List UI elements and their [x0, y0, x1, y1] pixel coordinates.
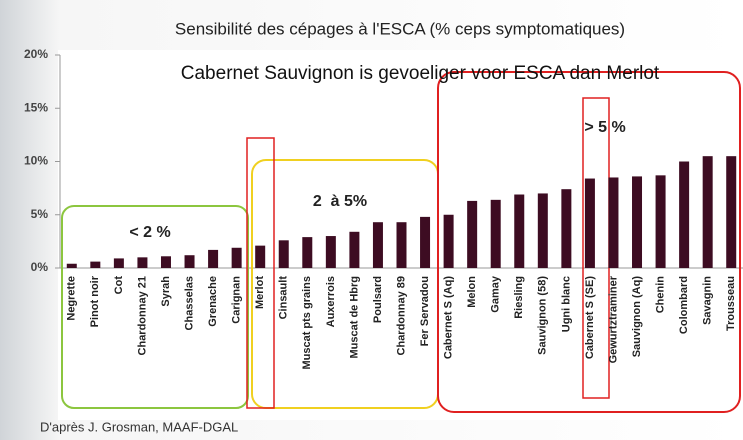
bar	[90, 261, 101, 268]
x-tick-label: Chenin	[654, 276, 666, 314]
bar	[208, 249, 219, 268]
highlight-merlot	[246, 137, 275, 409]
annotation: > 5 %	[584, 119, 625, 136]
x-tick-label: Gamay	[490, 275, 502, 313]
x-tick-label: Gewurtztraminer	[607, 275, 619, 363]
x-tick-label: Merlot	[254, 276, 266, 309]
bar	[726, 156, 737, 268]
headline: Cabernet Sauvignon is gevoeliger voor ES…	[181, 63, 660, 84]
y-tick-label: 20%	[24, 47, 48, 61]
bar	[632, 176, 643, 268]
x-tick-label: Negrette	[66, 276, 78, 321]
x-tick-label: Muscat pts grains	[301, 276, 313, 370]
x-tick-label: Trousseau	[725, 276, 737, 331]
bar	[514, 194, 525, 268]
annotation: < 2 %	[129, 224, 170, 241]
x-tick-label: Cot	[113, 276, 125, 295]
x-tick-label: Sauvignon (58)	[537, 276, 549, 355]
x-tick-label: Pinot noir	[89, 275, 101, 327]
y-tick-label: 5%	[31, 207, 49, 221]
bar	[467, 200, 478, 268]
bar	[113, 258, 124, 268]
bar	[66, 263, 77, 268]
x-tick-label: Chardonnay 89	[395, 276, 407, 355]
x-tick-label: Colombard	[678, 276, 690, 334]
y-tick-label: 15%	[24, 100, 48, 114]
x-tick-label: Melon	[466, 276, 478, 308]
bar	[608, 177, 619, 268]
source: D'après J. Grosman, MAAF-DGAL	[40, 419, 238, 434]
bar	[443, 214, 454, 268]
bar	[396, 222, 407, 268]
x-tick-label: Carignan	[231, 276, 243, 324]
bar	[420, 216, 431, 268]
bar	[702, 156, 713, 268]
x-tick-label: Poulsard	[372, 276, 384, 323]
bar	[561, 189, 572, 268]
bar	[325, 236, 336, 268]
bar	[231, 247, 242, 268]
x-tick-label: Riesling	[513, 276, 525, 319]
x-tick-label: Sauvignon (Aq)	[631, 276, 643, 358]
bar	[160, 256, 171, 268]
bar	[490, 199, 501, 268]
x-tick-label: Auxerrois	[325, 276, 337, 327]
bar	[255, 245, 266, 268]
x-tick-label: Syrah	[160, 276, 172, 307]
y-tick-label: 10%	[24, 154, 48, 168]
bar	[679, 161, 690, 268]
x-tick-label: Ugni blanc	[560, 276, 572, 332]
x-tick-label: Cabernet S (SE)	[584, 276, 596, 359]
group-box-low	[61, 205, 249, 409]
bar	[655, 175, 666, 268]
x-tick-label: Grenache	[207, 276, 219, 327]
bar	[278, 240, 289, 268]
annotation: 2 à 5%	[313, 193, 367, 210]
x-tick-label: Chasselas	[183, 276, 195, 330]
bar	[584, 178, 595, 268]
bar	[537, 193, 548, 268]
x-tick-label: Chardonnay 21	[136, 276, 148, 355]
x-tick-label: Fer Servadou	[419, 276, 431, 346]
bar	[302, 237, 313, 268]
x-tick-label: Muscat de Hbrg	[348, 276, 360, 359]
bar	[349, 231, 360, 268]
y-tick-label: 0%	[31, 260, 49, 274]
x-tick-label: Savagnin	[702, 276, 714, 325]
bar	[372, 222, 383, 268]
x-tick-label: Cabernet S (Aq)	[443, 276, 455, 359]
bar	[137, 257, 148, 268]
x-tick-label: Cinsault	[278, 276, 290, 320]
group-box-high	[437, 71, 741, 413]
chart-title: Sensibilité des cépages à l'ESCA (% ceps…	[175, 19, 625, 38]
bar	[184, 255, 195, 268]
